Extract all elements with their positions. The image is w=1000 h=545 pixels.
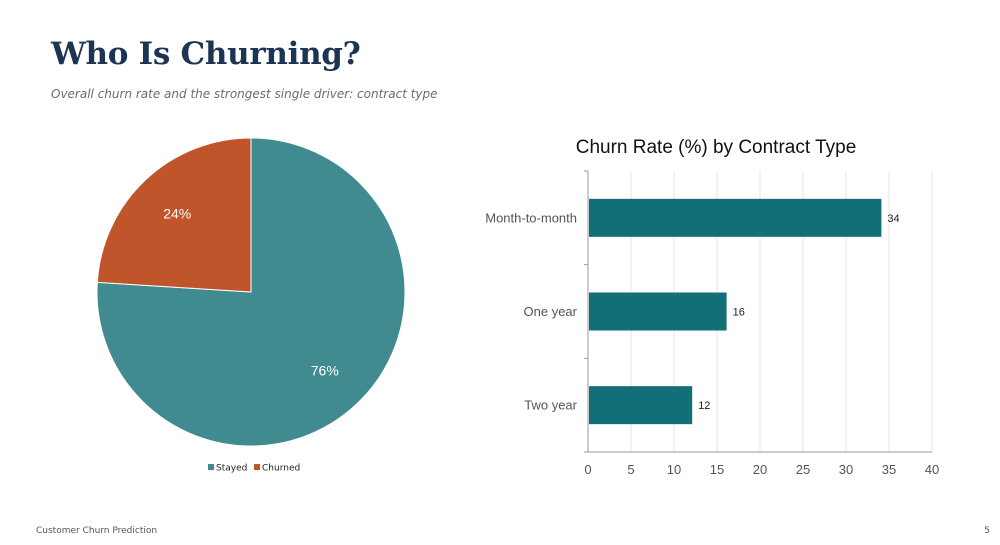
slide-title: Who Is Churning? (51, 36, 361, 72)
pie-data-label: 76% (311, 363, 339, 379)
bar (589, 292, 727, 331)
pie-legend: Stayed Churned (208, 464, 300, 474)
footer-text: Customer Churn Prediction (36, 526, 158, 536)
x-tick-label: 40 (925, 462, 939, 477)
bar (589, 198, 882, 237)
x-tick-label: 15 (710, 462, 724, 477)
x-tick-label: 35 (882, 462, 896, 477)
legend-swatch (208, 464, 214, 470)
page-number: 5 (984, 526, 990, 536)
category-label: Two year (524, 398, 577, 413)
category-label: Month-to-month (485, 210, 577, 225)
pie-chart: 76% 24% (96, 137, 406, 447)
x-tick-label: 25 (796, 462, 810, 477)
legend-entry: Stayed (216, 464, 247, 474)
legend-entry: Churned (262, 464, 300, 474)
x-tick-label: 0 (584, 462, 591, 477)
bar-data-label: 16 (733, 307, 745, 319)
pie-data-label: 24% (163, 205, 191, 221)
bar-data-label: 12 (698, 400, 710, 412)
x-tick-label: 20 (753, 462, 767, 477)
bar (589, 386, 693, 425)
bar-chart: Churn Rate (%) by Contract Type 0 5 10 15 20 2… (485, 137, 939, 477)
slide-subtitle: Overall churn rate and the strongest sin… (51, 87, 438, 101)
category-label: One year (524, 304, 578, 319)
pie-slice-stayed (96, 137, 406, 447)
x-tick-label: 5 (627, 462, 634, 477)
bar-chart-title: Churn Rate (%) by Contract Type (576, 137, 857, 158)
x-tick-label: 30 (839, 462, 853, 477)
x-tick-label: 10 (667, 462, 681, 477)
legend-swatch (254, 464, 260, 470)
pie-slice-churned (96, 137, 252, 293)
bar-data-label: 34 (887, 213, 899, 225)
